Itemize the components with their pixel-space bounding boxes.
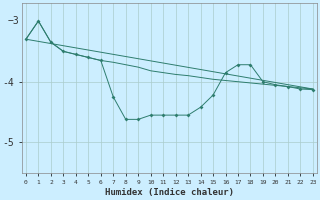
X-axis label: Humidex (Indice chaleur): Humidex (Indice chaleur) [105, 188, 234, 197]
Text: −3: −3 [8, 16, 20, 26]
